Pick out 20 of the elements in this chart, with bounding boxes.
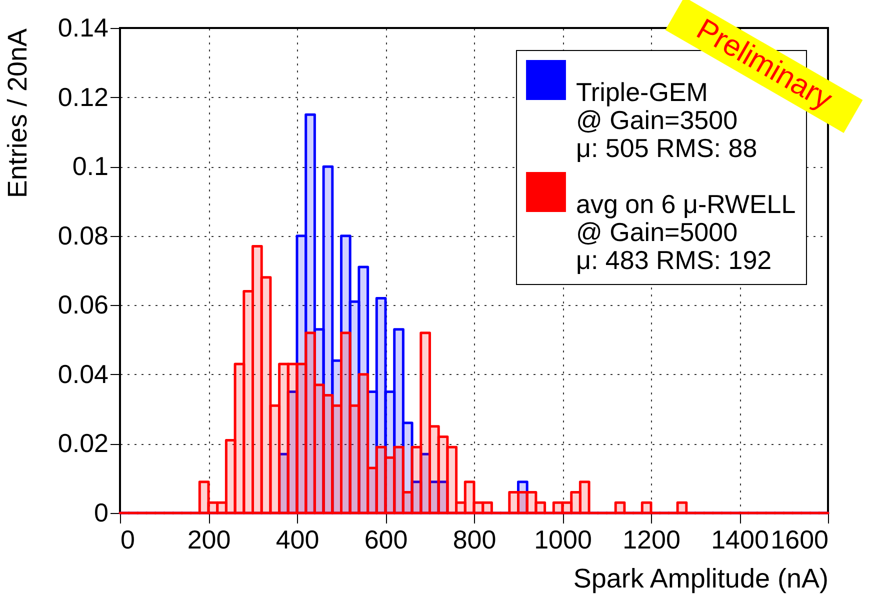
- x-tick-label: 0: [120, 524, 135, 554]
- x-tick-label: 200: [187, 524, 231, 554]
- legend-label: avg on 6 μ-RWELL @ Gain=5000 μ: 483 RMS: 192: [576, 189, 796, 275]
- y-tick-label: 0.08: [58, 220, 108, 250]
- x-tick-label: 400: [276, 524, 320, 554]
- y-tick-label: 0.1: [72, 151, 108, 182]
- y-tick-label: 0: [94, 498, 108, 528]
- y-tick-label: 0.12: [58, 82, 108, 112]
- y-tick-label: 0.04: [58, 358, 108, 389]
- x-tick-label: 1400: [711, 524, 769, 554]
- x-tick-label: 1600: [770, 524, 828, 554]
- x-tick-label: 800: [452, 524, 496, 554]
- y-tick-label: 0.14: [58, 12, 108, 42]
- x-tick-label: 1000: [534, 524, 592, 554]
- x-tick-label: 1200: [622, 524, 680, 554]
- y-tick-label: 0.02: [58, 428, 108, 458]
- x-axis-title: Spark Amplitude (nA): [573, 564, 828, 594]
- y-tick-label: 0.06: [58, 290, 108, 320]
- y-axis-title: Entries / 20nA: [2, 28, 32, 198]
- x-tick-label: 600: [364, 524, 408, 554]
